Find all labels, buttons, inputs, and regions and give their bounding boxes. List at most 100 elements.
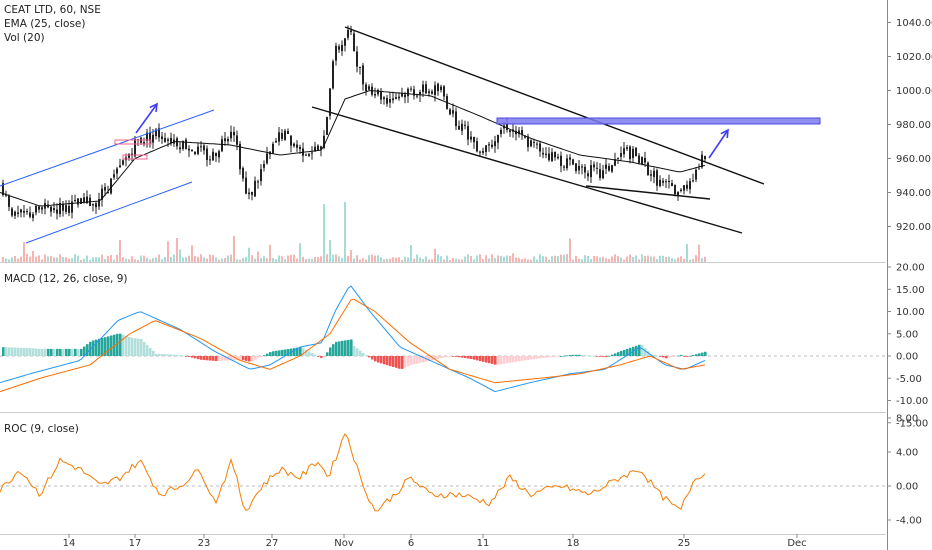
candle-body — [305, 154, 307, 156]
candle-body — [86, 196, 88, 204]
macd-histogram-bar — [287, 349, 290, 356]
candle-body — [635, 147, 637, 157]
macd-histogram-bar — [164, 354, 167, 356]
macd-histogram-bar — [323, 356, 326, 358]
volume-bar — [8, 259, 10, 262]
candle-body — [374, 93, 376, 96]
ema-line — [0, 90, 706, 207]
volume-bar — [632, 256, 634, 262]
macd-histogram-bar — [329, 347, 332, 356]
volume-bar — [506, 255, 508, 262]
candle-body — [665, 181, 667, 183]
candle-body — [311, 152, 313, 154]
volume-bar — [473, 259, 475, 262]
candle-body — [146, 132, 148, 142]
volume-bar — [569, 238, 571, 262]
volume-bar — [236, 259, 238, 262]
candle-body — [428, 91, 430, 94]
volume-bar — [374, 255, 376, 262]
macd-histogram-bar — [353, 346, 356, 356]
macd-histogram-bar — [368, 356, 371, 358]
macd-histogram-bar — [371, 356, 374, 360]
macd-histogram-bar — [569, 354, 572, 356]
candle-body — [506, 124, 508, 130]
candle-body — [476, 141, 478, 152]
macd-histogram-bar — [662, 356, 665, 358]
volume-bar — [59, 254, 61, 262]
volume-bar — [104, 259, 106, 262]
candle-body — [68, 206, 70, 213]
macd-histogram-bar — [224, 356, 227, 361]
candle-body — [20, 209, 22, 213]
volume-bar — [446, 255, 448, 262]
candle-body — [77, 198, 79, 205]
macd-histogram-bar — [686, 356, 689, 357]
candle-body — [683, 185, 685, 191]
macd-histogram-bar — [398, 356, 401, 369]
macd-histogram-bar — [473, 356, 476, 360]
macd-histogram-bar — [404, 356, 407, 368]
candle-body — [335, 45, 337, 61]
macd-histogram-bar — [14, 347, 17, 356]
candle-body — [581, 166, 583, 168]
candle-body — [200, 146, 202, 148]
volume-bar — [47, 256, 49, 262]
macd-histogram-bar — [422, 356, 425, 363]
macd-histogram-bar — [575, 354, 578, 356]
macd-histogram-bar — [419, 356, 422, 363]
volume-bar — [314, 257, 316, 262]
volume-bar — [548, 259, 550, 262]
macd-histogram-bar — [545, 356, 548, 358]
candle-body — [422, 84, 424, 92]
candle-body — [23, 211, 25, 213]
volume-bar — [266, 258, 268, 262]
candle-body — [470, 136, 472, 140]
macd-histogram-bar — [161, 354, 164, 356]
macd-histogram-bar — [641, 345, 644, 356]
candle-body — [536, 143, 538, 145]
macd-histogram-bar — [443, 356, 446, 358]
macd-histogram-bar — [581, 354, 584, 356]
volume-bar — [617, 256, 619, 262]
macd-histogram-bar — [200, 356, 203, 360]
macd-histogram-bar — [95, 339, 98, 356]
candle-body — [407, 88, 409, 97]
candle-body — [26, 211, 28, 213]
macd-histogram-bar — [116, 333, 119, 356]
macd-histogram-bar — [617, 352, 620, 356]
candle-body — [32, 214, 34, 218]
macd-legend: MACD (12, 26, close, 9) — [4, 273, 128, 285]
candle-body — [359, 66, 361, 68]
volume-bar — [596, 256, 598, 262]
macd-histogram-bar — [455, 356, 458, 357]
macd-histogram-bar — [461, 356, 464, 358]
volume-bar — [110, 255, 112, 262]
macd-histogram-bar — [158, 353, 161, 356]
candle-body — [179, 147, 181, 150]
macd-histogram-bar — [488, 356, 491, 364]
macd-histogram-bar — [656, 355, 659, 357]
candle-body — [452, 110, 454, 114]
candle-body — [92, 203, 94, 206]
volume-bar — [701, 258, 703, 262]
macd-histogram-bar — [506, 356, 509, 364]
volume-bar — [371, 254, 373, 262]
macd-histogram-bar — [308, 351, 311, 356]
macd-histogram-bar — [605, 356, 608, 358]
candle-body — [215, 152, 217, 157]
macd-histogram-bar — [191, 356, 194, 358]
volume-bar — [377, 255, 379, 262]
volume-bar — [299, 243, 301, 262]
candle-body — [383, 97, 385, 100]
candle-body — [593, 164, 595, 168]
signal-line — [0, 298, 706, 393]
candle-body — [695, 169, 697, 180]
volume-bar — [335, 254, 337, 262]
macd-histogram-bar — [230, 356, 233, 361]
macd-histogram-bar — [380, 356, 383, 364]
macd-histogram-bar — [524, 356, 527, 361]
macd-histogram-bar — [665, 356, 668, 359]
candle-body — [326, 117, 328, 135]
candle-body — [350, 30, 352, 33]
macd-histogram-bar — [623, 349, 626, 356]
